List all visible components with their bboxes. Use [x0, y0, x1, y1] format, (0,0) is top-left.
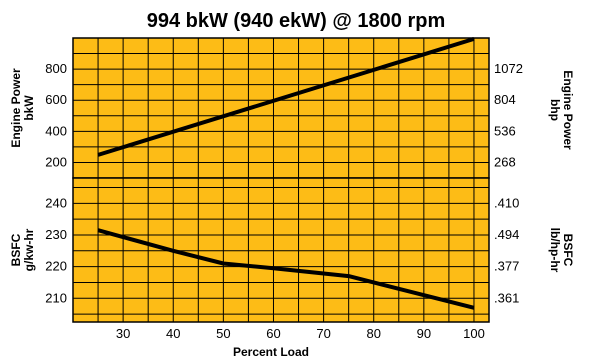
engine-power-right-label-line1: Engine Power	[561, 70, 575, 150]
engine-power-left-label: Engine Power bkW	[9, 68, 36, 148]
x-axis-label: Percent Load	[233, 345, 309, 359]
engine-power-right-tick-label: 536	[494, 123, 516, 138]
engine-power-left-label-line1: Engine Power	[9, 68, 23, 148]
x-tick-label: 30	[116, 326, 130, 341]
bsfc-left-label-line2: g/kw-hr	[22, 228, 36, 271]
bsfc-right-tick-label: .377	[494, 259, 519, 274]
engine-power-left-tick-label: 600	[45, 92, 67, 107]
engine-power-left-tick-label: 400	[45, 123, 67, 138]
bsfc-left-label-line1: BSFC	[9, 233, 23, 266]
bsfc-left-label: BSFC g/kw-hr	[9, 228, 36, 271]
bsfc-right-tick-label: .410	[494, 195, 519, 210]
bsfc-left-tick-label: 210	[45, 290, 67, 305]
bsfc-right-tick-label: .361	[494, 290, 519, 305]
bsfc-frame	[72, 177, 490, 323]
engine-power-plot-area	[73, 38, 489, 178]
bsfc-right-label-line1: BSFC	[561, 234, 575, 267]
chart-title: 994 bkW (940 ekW) @ 1800 rpm	[147, 10, 446, 32]
engine-power-series-line	[97, 36, 475, 157]
engine-power-right-label: Engine Power bhp	[548, 70, 575, 150]
engine-power-right-tick-label: 804	[494, 92, 516, 107]
x-tick-label: 90	[417, 326, 431, 341]
bsfc-right-tick-label: .494	[494, 227, 519, 242]
bsfc-left-tick-label: 240	[45, 195, 67, 210]
engine-power-right-tick-label: 1072	[494, 61, 523, 76]
bsfc-panel: 210 220 230 240 .361 .377 .494 .410	[45, 177, 519, 323]
engine-power-panel: 200 400 600 800 268 536 804 1072	[45, 36, 523, 179]
engine-power-left-label-line2: bkW	[22, 95, 36, 121]
x-tick-label: 60	[266, 326, 280, 341]
x-tick-label: 70	[316, 326, 330, 341]
bsfc-right-label: BSFC lb/hp-hr	[548, 228, 575, 273]
bsfc-right-label-line2: lb/hp-hr	[548, 228, 562, 273]
x-axis-ticks: 30 40 50 60 70 80 90 100	[116, 326, 485, 341]
engine-power-right-tick-label: 268	[494, 154, 516, 169]
engine-power-right-label-line2: bhp	[548, 99, 562, 121]
x-tick-label: 40	[166, 326, 180, 341]
x-tick-label: 50	[216, 326, 230, 341]
x-tick-label: 80	[366, 326, 380, 341]
x-tick-label: 100	[463, 326, 485, 341]
engine-power-left-tick-label: 800	[45, 61, 67, 76]
bsfc-plot-area	[73, 178, 489, 322]
engine-power-left-tick-label: 200	[45, 154, 67, 169]
bsfc-left-tick-label: 230	[45, 227, 67, 242]
bsfc-left-tick-label: 220	[45, 259, 67, 274]
bsfc-series-line	[97, 228, 475, 310]
